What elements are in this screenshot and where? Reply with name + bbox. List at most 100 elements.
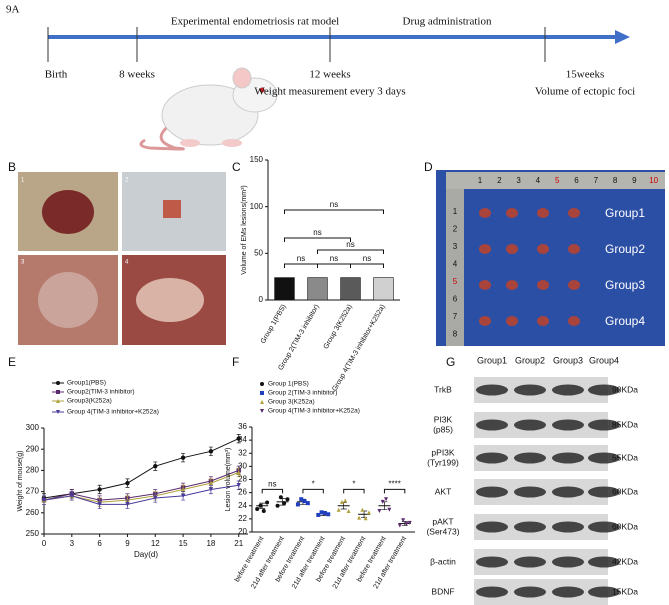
sig-label: ns (330, 200, 338, 209)
marker (278, 495, 283, 500)
blot-band (476, 452, 508, 464)
marker (363, 516, 368, 521)
x-tick-label: 9 (125, 539, 130, 548)
marker (282, 501, 287, 506)
blot-size: 55KDa (612, 452, 638, 462)
marker (319, 510, 324, 515)
y-tick-label: 260 (26, 508, 40, 517)
lesion (506, 280, 518, 290)
ruler-number: 2 (453, 225, 458, 234)
sig-label: **** (388, 479, 400, 488)
sig-bracket (261, 488, 284, 494)
lesion (537, 244, 549, 254)
blot-band (514, 556, 546, 568)
marker (208, 480, 214, 486)
panel-label: F (232, 355, 239, 369)
panel-label: G (446, 355, 455, 369)
y-tick-label: 20 (238, 527, 247, 536)
photo-d (436, 170, 665, 346)
figure-label: 9A (6, 4, 20, 16)
marker (208, 449, 214, 454)
blot-protein: AKT (435, 486, 452, 496)
marker (302, 499, 307, 504)
marker (265, 500, 270, 505)
ruler-number: 5 (555, 176, 560, 185)
marker (236, 436, 241, 441)
marker (366, 510, 371, 515)
marker (322, 510, 327, 515)
sig-label: * (312, 479, 315, 488)
marker (326, 512, 331, 517)
group-label: Group1 (605, 206, 645, 220)
blot-band (552, 521, 584, 533)
marker (153, 463, 158, 469)
marker (285, 497, 290, 502)
lesion (506, 316, 518, 326)
legend-label: Group 3(K252a) (268, 399, 315, 406)
blot-band (476, 384, 508, 396)
ruler-number: 1 (478, 176, 483, 185)
sig-label: ns (346, 240, 354, 249)
blot-band (588, 452, 620, 464)
lesion (537, 208, 549, 218)
photo-number: 3 (21, 260, 25, 266)
blot-band (514, 521, 546, 533)
marker (260, 400, 264, 404)
x-tick-label: 3 (70, 539, 75, 548)
marker (180, 493, 186, 499)
lesion (479, 208, 491, 218)
blot-band (588, 556, 620, 568)
marker (357, 515, 362, 520)
marker (236, 483, 241, 488)
marker (384, 497, 389, 502)
marker (56, 390, 60, 394)
marker (56, 410, 60, 414)
marker (360, 507, 365, 512)
blot-size: 60KDa (612, 521, 638, 531)
group-label: Group4 (605, 314, 645, 328)
group-label: Group3 (605, 278, 645, 292)
bar (373, 277, 394, 301)
lesion (537, 316, 549, 326)
y-axis-label: Volume of EMs lesions(mm³) (241, 185, 248, 274)
blot-protein: (Tyr199) (427, 457, 459, 467)
blot-band (588, 586, 620, 598)
x-tick-label: 12 (151, 539, 160, 548)
y-tick-label: 32 (238, 448, 247, 457)
marker (401, 518, 406, 523)
sig-label: ns (297, 254, 305, 263)
blot-protein: (Ser473) (426, 526, 459, 536)
lesion (537, 280, 549, 290)
ruler-number: 6 (574, 176, 579, 185)
marker (56, 399, 60, 403)
lesion (479, 244, 491, 254)
ruler-number: 5 (453, 277, 458, 286)
blot-band (552, 384, 584, 396)
photo-number: 2 (125, 178, 129, 184)
panel-label: B (8, 160, 16, 174)
blot-size: 90KDa (612, 384, 638, 394)
blot-group: Group1 (477, 355, 507, 365)
blot-band (476, 419, 508, 431)
y-tick-label: 22 (238, 514, 247, 523)
ruler-number: 4 (453, 260, 458, 269)
ruler-number: 1 (453, 207, 458, 216)
marker (275, 503, 280, 508)
x-tick-label: Group 3(K252a) (323, 303, 354, 350)
sig-label: ns (313, 228, 321, 237)
legend-label: Group3(K252a) (67, 398, 112, 405)
lesion (568, 244, 580, 254)
ruler-number: 7 (453, 312, 458, 321)
y-tick-label: 30 (238, 461, 247, 470)
y-tick-label: 290 (26, 444, 40, 453)
y-tick-label: 150 (250, 155, 264, 164)
x-axis-label: Day(d) (134, 550, 158, 559)
ruler-number: 3 (516, 176, 521, 185)
marker (125, 480, 130, 486)
blot-band (588, 486, 620, 498)
marker (339, 499, 344, 504)
ruler-number: 3 (453, 242, 458, 251)
ruler-number: 8 (453, 330, 458, 339)
marker (316, 512, 321, 517)
panel-label: E (8, 355, 16, 369)
